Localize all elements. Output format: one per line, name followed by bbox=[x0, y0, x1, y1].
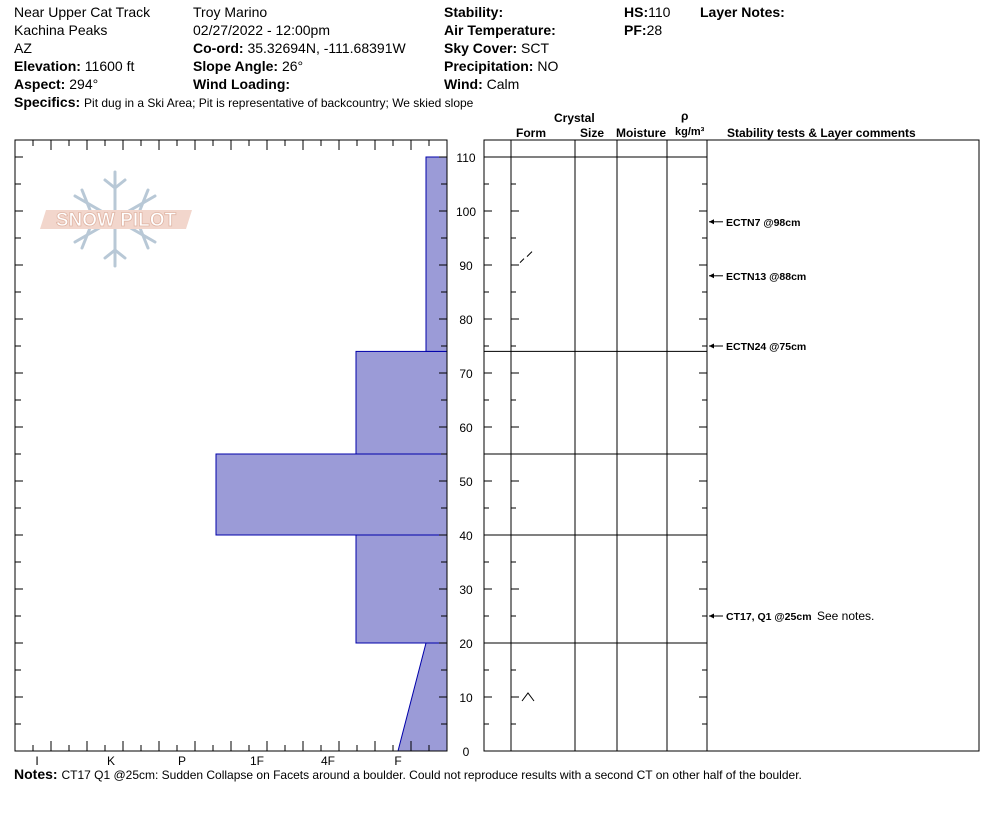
layers-frame bbox=[483, 139, 980, 752]
hardness-label: P bbox=[178, 754, 186, 768]
depth-label: 110 bbox=[456, 151, 475, 165]
test-arrow-icon bbox=[709, 343, 714, 349]
hardness-bar bbox=[355, 350, 448, 455]
moisture-heading: Moisture bbox=[616, 126, 667, 140]
hs-value: 110 bbox=[648, 4, 671, 20]
wind-row: Wind: Calm bbox=[444, 76, 519, 93]
density-unit-heading: kg/m³ bbox=[675, 126, 705, 138]
stability-label: Stability: bbox=[444, 4, 504, 20]
stability-test-label: CT17, Q1 @25cm bbox=[726, 611, 812, 623]
aspect-value: 294° bbox=[69, 76, 99, 92]
hardness-label: I bbox=[35, 754, 38, 768]
hardness-bar bbox=[215, 453, 448, 536]
area: Kachina Peaks bbox=[14, 22, 108, 38]
depth-label: 60 bbox=[459, 421, 473, 435]
hardness-bar bbox=[355, 534, 448, 644]
notes-text: CT17 Q1 @25cm: Sudden Collapse on Facets… bbox=[61, 768, 802, 782]
specifics-value: Pit dug in a Ski Area; Pit is representa… bbox=[84, 96, 474, 110]
precip-row: Precipitation: NO bbox=[444, 58, 558, 75]
rho-heading: ρ bbox=[681, 109, 689, 123]
specifics-label: Specifics: bbox=[14, 94, 81, 110]
depth-label: 70 bbox=[459, 367, 473, 381]
hardness-bar bbox=[425, 156, 448, 352]
sky-row: Sky Cover: SCT bbox=[444, 40, 549, 57]
stability-row: Stability: bbox=[444, 4, 503, 21]
test-arrow-icon bbox=[709, 273, 714, 279]
hardness-label: K bbox=[107, 754, 115, 768]
hs-label: HS: bbox=[624, 4, 649, 20]
wind-loading-label: Wind Loading: bbox=[193, 76, 291, 92]
crystal-heading: Crystal bbox=[554, 111, 595, 125]
hardness-label: 1F bbox=[250, 754, 264, 768]
coord-row: Co-ord: 35.32694N, -111.68391W bbox=[193, 40, 406, 57]
faceted-grain-icon bbox=[521, 692, 535, 702]
pf-row: PF:28 bbox=[624, 22, 662, 39]
coord-label: Co-ord: bbox=[193, 40, 244, 56]
specifics-row: Specifics: Pit dug in a Ski Area; Pit is… bbox=[14, 94, 473, 112]
depth-label: 90 bbox=[459, 259, 473, 273]
observer: Troy Marino bbox=[193, 4, 268, 20]
notes-row: Notes: CT17 Q1 @25cm: Sudden Collapse on… bbox=[14, 766, 802, 784]
depth-label: 0 bbox=[463, 745, 470, 759]
depth-label: 30 bbox=[459, 583, 473, 597]
slope-value: 26° bbox=[281, 58, 304, 74]
hardness-label: F bbox=[394, 754, 401, 768]
elevation-value: 11600 ft bbox=[84, 58, 135, 74]
elevation-row: Elevation: 11600 ft bbox=[14, 58, 134, 75]
depth-label: 100 bbox=[456, 205, 476, 219]
hardness-label: 4F bbox=[321, 754, 335, 768]
depth-label: 80 bbox=[459, 313, 473, 327]
air-temp-row: Air Temperature: bbox=[444, 22, 556, 39]
pf-value: 28 bbox=[646, 22, 663, 38]
pf-label: PF: bbox=[624, 22, 647, 38]
hs-row: HS:110 bbox=[624, 4, 670, 21]
test-arrow-icon bbox=[709, 219, 714, 225]
aspect-label: Aspect: bbox=[14, 76, 66, 92]
layer-notes-label: Layer Notes: bbox=[700, 4, 785, 20]
depth-label: 20 bbox=[459, 637, 473, 651]
test-arrow-icon bbox=[709, 613, 714, 619]
sky-value: SCT bbox=[521, 40, 550, 56]
sky-label: Sky Cover: bbox=[444, 40, 518, 56]
elevation-label: Elevation: bbox=[14, 58, 81, 74]
slope-label: Slope Angle: bbox=[193, 58, 279, 74]
wind-label: Wind: bbox=[444, 76, 483, 92]
depth-label: 50 bbox=[459, 475, 473, 489]
datetime: 02/27/2022 - 12:00pm bbox=[193, 22, 330, 38]
snowpilot-logo: SNOW PILOT bbox=[40, 170, 192, 268]
precip-value: NO bbox=[537, 58, 559, 74]
stability-test-label: ECTN13 @88cm bbox=[726, 271, 806, 283]
logo-banner bbox=[40, 210, 192, 229]
stability-test-comment: See notes. bbox=[817, 609, 874, 623]
coord-value: 35.32694N, -111.68391W bbox=[247, 40, 406, 56]
slope-row: Slope Angle: 26° bbox=[193, 58, 303, 75]
depth-label: 10 bbox=[459, 691, 473, 705]
decomposing-grain-icon bbox=[519, 251, 533, 263]
state: AZ bbox=[14, 40, 32, 56]
size-heading: Size bbox=[580, 126, 605, 140]
stability-tests-heading: Stability tests & Layer comments bbox=[727, 126, 916, 140]
stability-test-label: ECTN7 @98cm bbox=[726, 217, 800, 229]
wind-value: Calm bbox=[486, 76, 520, 92]
location: Near Upper Cat Track bbox=[14, 4, 151, 20]
logo-text: SNOW PILOT bbox=[56, 210, 177, 231]
depth-label: 40 bbox=[459, 529, 473, 543]
notes-label: Notes: bbox=[14, 766, 58, 782]
form-heading: Form bbox=[516, 126, 546, 140]
stability-test-label: ECTN24 @75cm bbox=[726, 341, 806, 353]
air-temp-label: Air Temperature: bbox=[444, 22, 556, 38]
aspect-row: Aspect: 294° bbox=[14, 76, 98, 93]
precip-label: Precipitation: bbox=[444, 58, 534, 74]
wind-loading-row: Wind Loading: bbox=[193, 76, 290, 93]
